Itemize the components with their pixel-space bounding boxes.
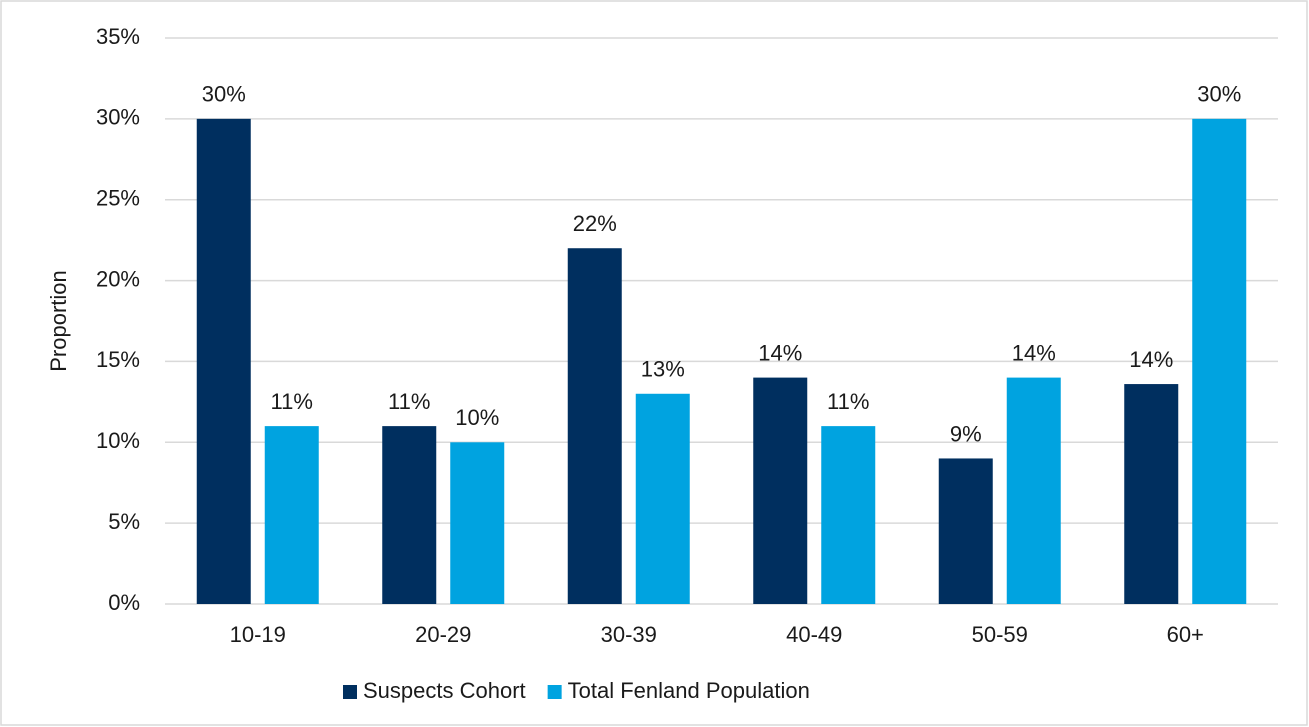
- y-axis-label: Proportion: [46, 270, 71, 372]
- data-label: 13%: [641, 357, 685, 382]
- legend-swatch: [343, 685, 357, 699]
- bar: [635, 393, 690, 604]
- bar: [264, 426, 319, 604]
- bar: [753, 377, 808, 604]
- legend-label: Suspects Cohort: [363, 678, 526, 703]
- data-label: 11%: [271, 389, 313, 414]
- y-tick-label: 30%: [96, 105, 140, 130]
- legend-label: Total Fenland Population: [568, 678, 810, 703]
- y-tick-label: 10%: [96, 428, 140, 453]
- y-tick-label: 15%: [96, 347, 140, 372]
- data-label: 11%: [827, 389, 869, 414]
- data-label: 14%: [758, 340, 802, 365]
- bar: [1006, 377, 1061, 604]
- data-label: 14%: [1012, 340, 1056, 365]
- data-label: 22%: [573, 211, 617, 236]
- data-label: 11%: [388, 389, 430, 414]
- data-label: 30%: [1197, 82, 1241, 107]
- bar: [450, 442, 505, 604]
- x-tick-label: 60+: [1167, 622, 1204, 647]
- bar: [1192, 118, 1247, 604]
- y-tick-label: 35%: [96, 24, 140, 49]
- legend-swatch: [547, 685, 562, 699]
- x-tick-label: 30-39: [601, 622, 657, 647]
- y-tick-label: 25%: [96, 186, 140, 211]
- x-tick-label: 50-59: [972, 622, 1028, 647]
- y-tick-label: 20%: [96, 266, 140, 291]
- x-tick-label: 10-19: [230, 622, 286, 647]
- bar: [938, 458, 993, 604]
- data-label: 30%: [202, 82, 246, 107]
- bar: [1124, 384, 1179, 604]
- x-tick-label: 20-29: [415, 622, 471, 647]
- bar: [821, 426, 876, 604]
- data-label: 14%: [1129, 347, 1173, 372]
- y-tick-label: 0%: [108, 590, 140, 615]
- data-label: 9%: [950, 421, 982, 446]
- data-label: 10%: [455, 405, 499, 430]
- x-tick-label: 40-49: [786, 622, 842, 647]
- bar: [567, 248, 622, 604]
- bar: [196, 118, 251, 604]
- bar: [382, 426, 437, 604]
- y-tick-label: 5%: [108, 509, 140, 534]
